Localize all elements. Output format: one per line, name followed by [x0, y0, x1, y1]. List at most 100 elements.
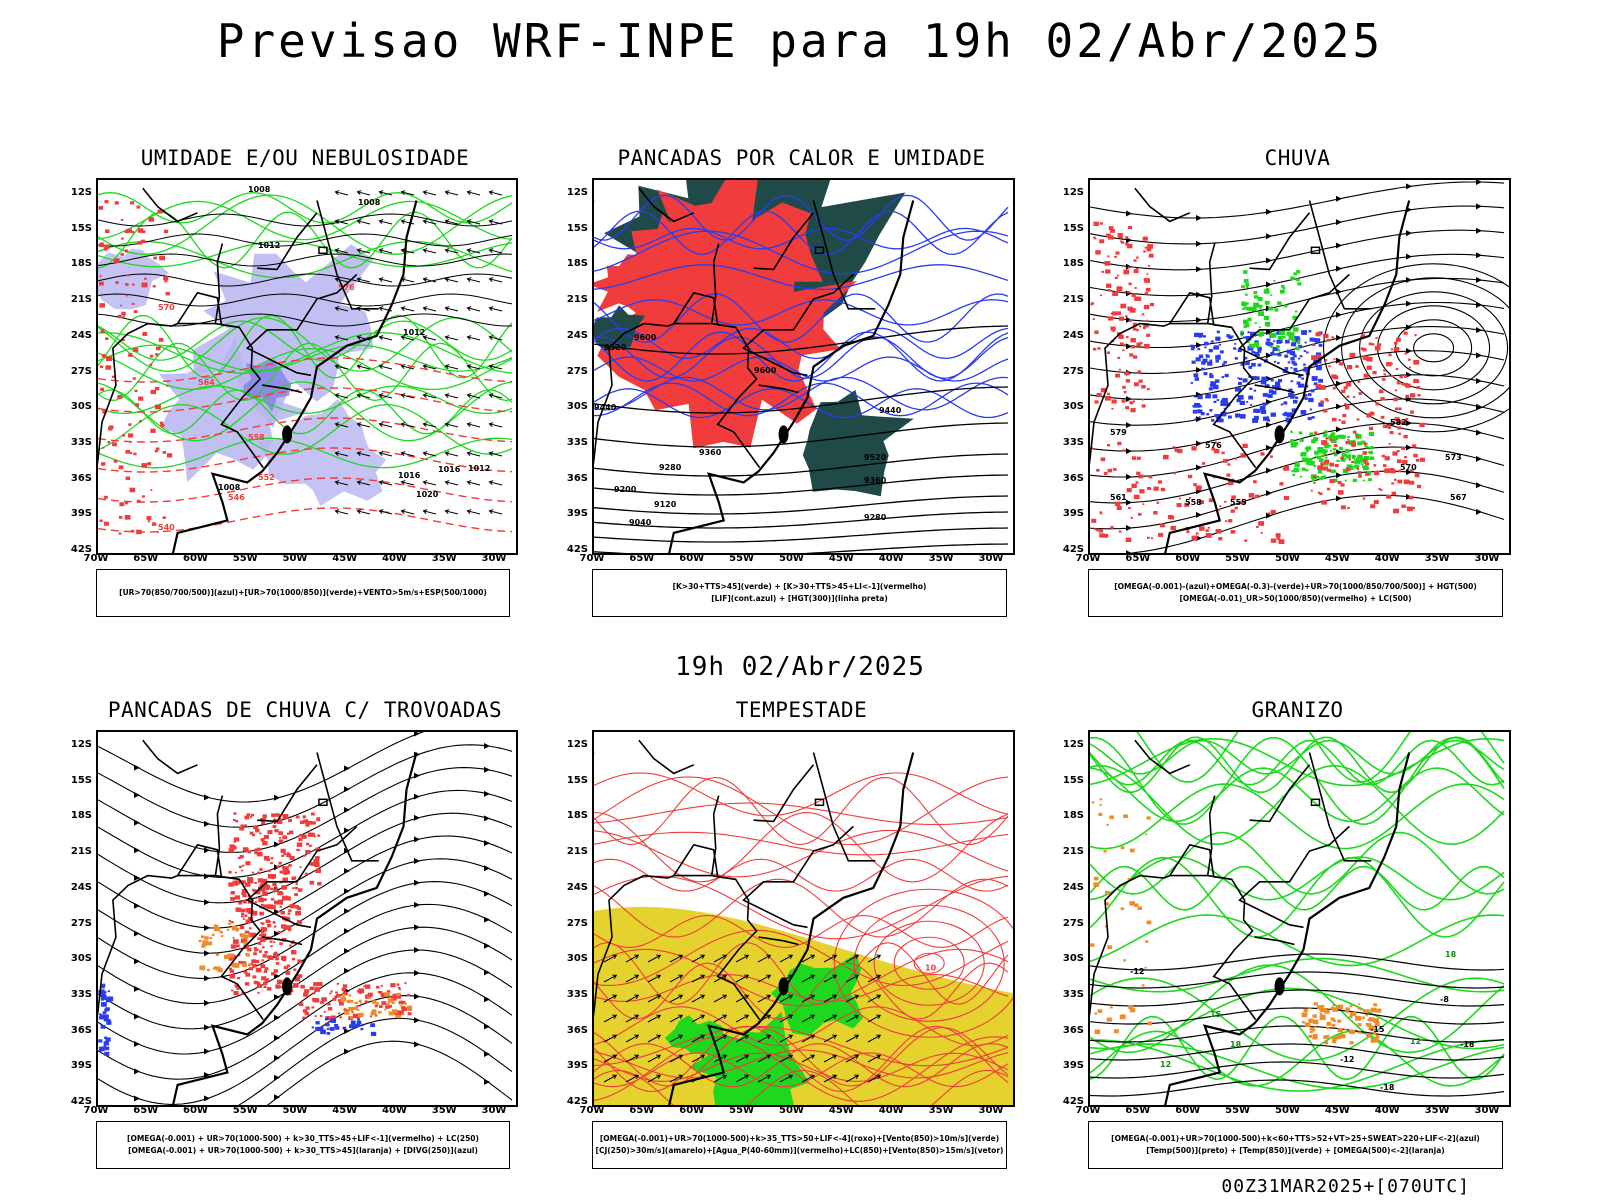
rh-red-speckle: [1414, 334, 1417, 337]
lon-tick-label: 35W: [431, 553, 457, 564]
instability-red-speckle: [238, 960, 242, 964]
instability-orange-speckle: [400, 1005, 403, 1008]
rh-red-speckle: [1276, 536, 1281, 540]
rh-red-speckle: [1148, 253, 1154, 258]
instability-orange-speckle: [242, 934, 249, 940]
omega-green-speckle: [1357, 441, 1363, 446]
instability-red-speckle: [281, 885, 287, 890]
instability-red-speckle: [249, 816, 253, 819]
lon-tick-label: 40W: [382, 1105, 407, 1116]
divergence-blue-speckle: [101, 983, 106, 987]
omega500-orange-speckle: [1319, 1014, 1326, 1020]
streamline-arrowhead: [484, 1078, 490, 1085]
wind-vector: [867, 974, 882, 983]
omega-blue-speckle: [1251, 350, 1255, 354]
thickness-label-cluster: [133, 347, 139, 352]
instability-red-speckle: [364, 1000, 368, 1003]
instability-red-speckle: [249, 967, 254, 971]
rh-red-speckle: [1122, 349, 1125, 352]
streamline-arrowhead: [1266, 208, 1272, 215]
streamline-arrowhead: [204, 847, 210, 854]
rh-red-speckle: [1131, 293, 1136, 298]
instability-red-speckle: [304, 1011, 309, 1016]
thickness-label-cluster: [125, 294, 129, 297]
instability-red-speckle: [244, 982, 250, 986]
instability-red-speckle: [287, 928, 292, 932]
rh-red-speckle: [1346, 395, 1350, 398]
rh-red-speckle: [1337, 490, 1344, 495]
streamline-arrowhead: [1126, 499, 1132, 506]
instability-red-speckle: [262, 814, 267, 818]
omega-green-speckle: [1293, 327, 1299, 332]
lat-tick-label: 15S: [1062, 222, 1084, 234]
omega-blue-speckle: [1245, 361, 1250, 366]
rh-red-speckle: [1195, 485, 1202, 491]
omega-green-speckle: [1313, 437, 1319, 442]
omega-green-speckle: [1294, 310, 1298, 313]
rh-red-speckle: [1119, 342, 1124, 346]
divergence-blue-speckle: [324, 1017, 329, 1021]
rh-midlevel-shading: [98, 248, 169, 310]
streamline-arrowhead: [1196, 266, 1202, 273]
lat-tick-label: 30S: [70, 953, 92, 965]
rh-red-speckle: [1228, 519, 1233, 523]
wind-vector: [845, 1074, 860, 1083]
omega500-orange-speckle: [1337, 1028, 1343, 1033]
omega500-orange-speckle: [1128, 1005, 1134, 1010]
wind-vector: [488, 306, 503, 312]
instability-red-speckle: [276, 865, 280, 868]
rh-red-speckle: [1147, 244, 1154, 249]
streamline-arrowhead: [134, 902, 140, 909]
rh-red-speckle: [1391, 491, 1397, 496]
federal-district-marker: [1310, 246, 1321, 255]
rh-red-speckle: [1340, 483, 1345, 487]
rh-red-speckle: [1136, 456, 1141, 460]
omega500-orange-speckle: [1304, 1022, 1311, 1027]
omega-green-speckle: [1331, 438, 1337, 444]
instability-red-speckle: [258, 950, 262, 953]
wind-vector: [488, 364, 503, 370]
streamline-arrowhead: [1476, 327, 1482, 334]
omega-green-speckle: [1311, 439, 1317, 444]
streamline-arrowhead: [1476, 377, 1482, 384]
lagoa-dos-patos: [1274, 425, 1285, 444]
streamline-arrowhead: [1196, 240, 1202, 247]
rh-red-speckle: [1099, 533, 1105, 538]
wind-vector: [779, 1054, 794, 1063]
omega-green-speckle: [1352, 478, 1357, 483]
rh-red-speckle: [1344, 403, 1347, 406]
instability-red-speckle: [279, 942, 283, 946]
instability-red-speckle: [259, 832, 262, 835]
wind-vector: [647, 1034, 662, 1043]
omega-green-speckle: [1317, 470, 1323, 474]
lat-tick-label: 24S: [1062, 881, 1084, 893]
contour-label: 9440: [594, 403, 617, 412]
wind-vector: [444, 219, 459, 225]
thickness-label-cluster: [102, 446, 105, 449]
omega-green-speckle: [1361, 463, 1364, 466]
streamline-arrowhead: [344, 947, 350, 954]
omega500-orange-speckle: [1366, 1033, 1372, 1038]
thickness-label-cluster: [125, 501, 129, 505]
rh-red-speckle: [1118, 368, 1121, 371]
wind-vector: [691, 1014, 706, 1023]
instability-red-speckle: [264, 978, 270, 983]
rh-red-speckle: [1397, 479, 1403, 484]
wind-vector: [779, 1074, 794, 1083]
instability-red-speckle: [300, 984, 305, 989]
lagoa-dos-patos: [282, 977, 293, 996]
streamline-arrowhead: [1336, 219, 1342, 226]
streamline-arrowhead: [414, 793, 420, 800]
political-border: [214, 795, 264, 1021]
divergence-blue-speckle: [329, 1026, 335, 1031]
streamline: [1126, 494, 1505, 553]
instability-orange-speckle: [220, 935, 224, 938]
streamline-arrowhead: [414, 879, 420, 886]
instability-red-speckle: [356, 1005, 360, 1008]
omega-blue-speckle: [1210, 418, 1215, 422]
thickness-label-cluster: [142, 230, 146, 234]
omega500-orange-speckle: [1367, 1018, 1371, 1022]
wind-vector: [334, 364, 349, 370]
rh-red-speckle: [1252, 480, 1257, 484]
thickness-label-cluster: [146, 516, 152, 520]
